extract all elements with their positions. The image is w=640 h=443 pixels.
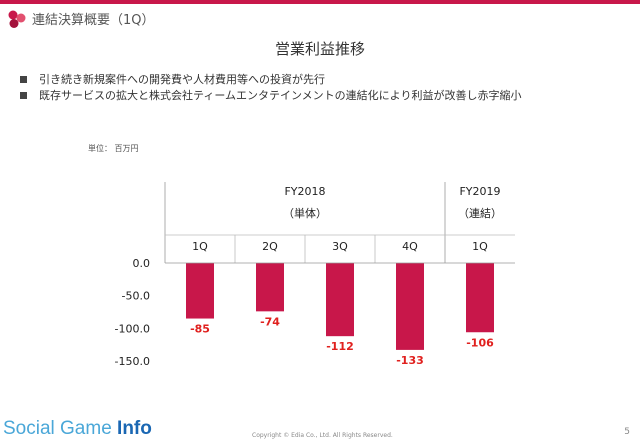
page-number: 5 — [624, 427, 630, 437]
category-label: 4Q — [402, 240, 418, 253]
y-tick-label: -50.0 — [122, 290, 150, 303]
bullet-item: 引き続き新規案件への開発費や人材費用等への投資が先行 — [20, 71, 521, 87]
brand-main-text: Social Game — [3, 418, 118, 439]
category-label: 3Q — [332, 240, 348, 253]
copyright-text: Copyright © Edia Co., Ltd. All Rights Re… — [252, 432, 393, 439]
bar — [256, 263, 284, 312]
brand-accent-text: Info — [117, 418, 152, 439]
data-label: -133 — [396, 354, 424, 367]
top-accent-bar — [0, 0, 640, 4]
bar — [466, 263, 494, 333]
fiscal-year-sublabel: （連結） — [458, 206, 502, 220]
bar — [186, 263, 214, 319]
bullet-text: 既存サービスの拡大と株式会社ティームエンタテインメントの連結化により利益が改善し… — [39, 89, 522, 102]
bullet-text: 引き続き新規案件への開発費や人材費用等への投資が先行 — [39, 73, 325, 86]
fiscal-year-label: FY2019 — [459, 185, 500, 198]
bullet-item: 既存サービスの拡大と株式会社ティームエンタテインメントの連結化により利益が改善し… — [20, 87, 521, 103]
data-label: -74 — [260, 315, 280, 328]
bar — [326, 263, 354, 337]
data-label: -106 — [466, 336, 494, 349]
category-label: 1Q — [192, 240, 208, 253]
bullet-square-icon — [20, 75, 27, 83]
bullet-list: 引き続き新規案件への開発費や人材費用等への投資が先行 既存サービスの拡大と株式会… — [20, 71, 521, 103]
fiscal-year-label: FY2018 — [284, 185, 325, 198]
section-title: 連結決算概要（1Q） — [32, 13, 155, 28]
category-label: 2Q — [262, 240, 278, 253]
data-label: -112 — [326, 340, 354, 353]
company-logo-icon — [8, 10, 26, 28]
slide-title: 営業利益推移 — [274, 40, 365, 58]
y-tick-label: 0.0 — [133, 257, 151, 270]
category-label: 1Q — [472, 240, 488, 253]
bullet-square-icon — [20, 91, 27, 99]
unit-label: 単位： 百万円 — [88, 144, 139, 153]
data-label: -85 — [190, 323, 210, 336]
y-tick-label: -150.0 — [115, 355, 150, 368]
footer-brand: Social Game Info — [3, 418, 152, 440]
bar — [396, 263, 424, 350]
fiscal-year-sublabel: （単体） — [283, 206, 327, 220]
y-tick-label: -100.0 — [115, 322, 150, 335]
